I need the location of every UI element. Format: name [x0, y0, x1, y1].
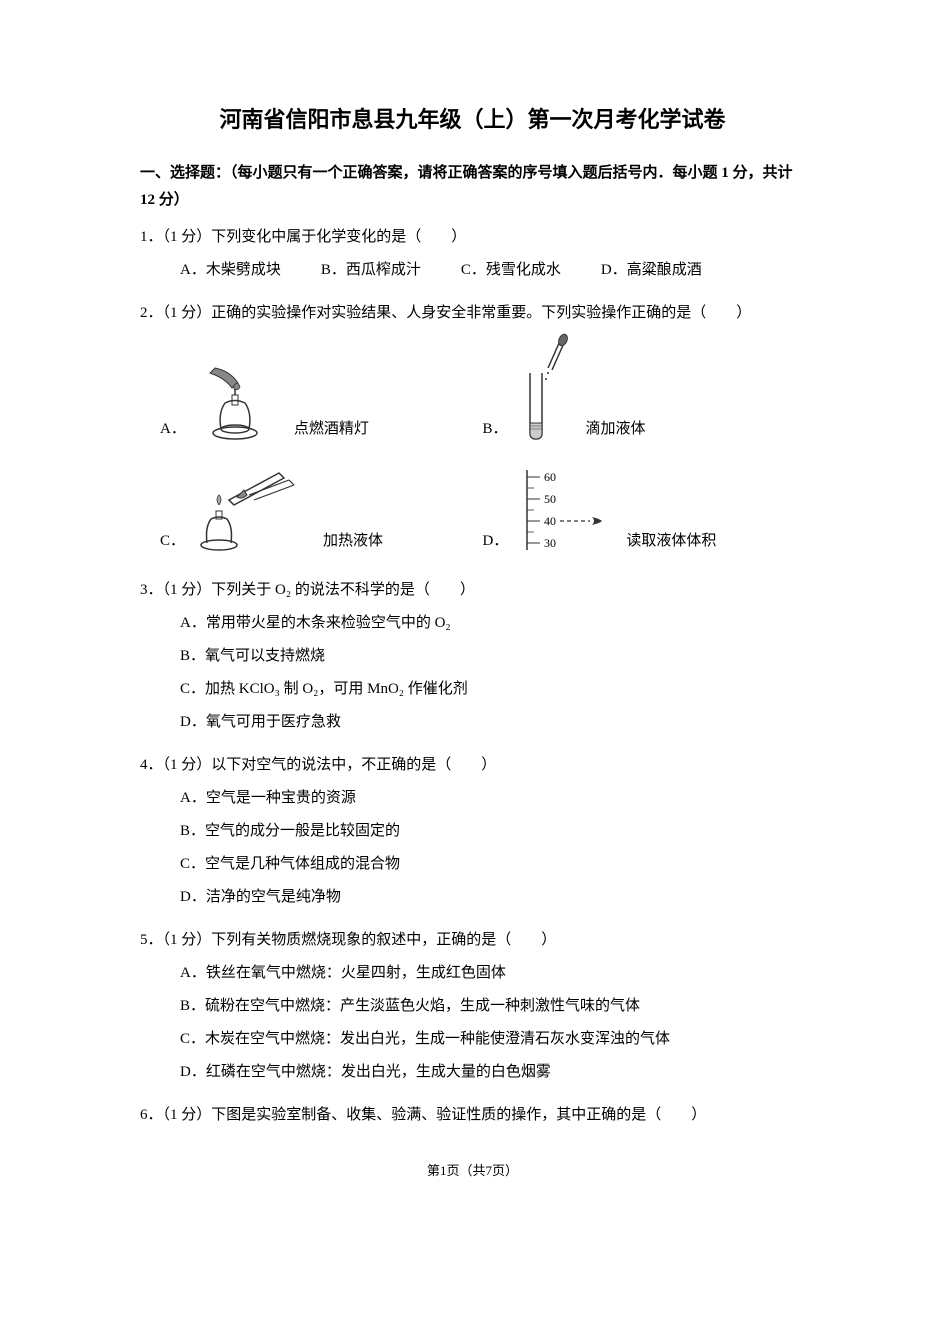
q3-optC: C．加热 KClO₃ 制 O₂，可用 MnO₂ 作催化剂: [180, 676, 805, 703]
q4-options: A．空气是一种宝贵的资源 B．空气的成分一般是比较固定的 C．空气是几种气体组成…: [140, 785, 805, 917]
question-6: 6．（1 分）下图是实验室制备、收集、验满、验证性质的操作，其中正确的是（ ）: [140, 1102, 805, 1129]
dropper-tube-icon: [512, 333, 572, 443]
q1-optB: B．西瓜榨成汁: [321, 257, 421, 284]
q1-optD: D．高粱酿成酒: [601, 257, 702, 284]
q2-optA: A． 点燃酒精灯: [160, 333, 483, 443]
q2-optC: C． 加热液体: [160, 455, 483, 555]
q3-optD: D．氧气可用于医疗急救: [180, 709, 805, 736]
question-4: 4．（1 分）以下对空气的说法中，不正确的是（ ） A．空气是一种宝贵的资源 B…: [140, 752, 805, 917]
q1-optC: C．残雪化成水: [461, 257, 561, 284]
page-footer: 第1页（共7页）: [140, 1159, 805, 1182]
section-1-header: 一、选择题：（每小题只有一个正确答案，请将正确答案的序号填入题后括号内．每小题 …: [140, 160, 805, 214]
q1-stem: 1．（1 分）下列变化中属于化学变化的是（ ）: [140, 224, 805, 251]
q5-optC: C．木炭在空气中燃烧：发出白光，生成一种能使澄清石灰水变浑浊的气体: [180, 1026, 805, 1053]
q2-optD-caption: 读取液体体积: [626, 528, 716, 555]
q2-optD-letter: D．: [483, 528, 509, 555]
q5-optB: B．硫粉在空气中燃烧：产生淡蓝色火焰，生成一种刺激性气味的气体: [180, 993, 805, 1020]
cyl-60: 60: [544, 470, 556, 484]
q3-options: A．常用带火星的木条来检验空气中的 O₂ B．氧气可以支持燃烧 C．加热 KCl…: [140, 610, 805, 742]
cyl-40: 40: [544, 514, 556, 528]
q2-optB: B． 滴加液体: [483, 333, 806, 443]
q2-optB-caption: 滴加液体: [586, 416, 646, 443]
q2-options: A． 点燃酒精灯 B．: [140, 333, 805, 567]
q3-optA: A．常用带火星的木条来检验空气中的 O₂: [180, 610, 805, 637]
question-2: 2．（1 分）正确的实验操作对实验结果、人身安全非常重要。下列实验操作正确的是（…: [140, 300, 805, 567]
q4-stem: 4．（1 分）以下对空气的说法中，不正确的是（ ）: [140, 752, 805, 779]
q2-optA-letter: A．: [160, 416, 186, 443]
question-5: 5．（1 分）下列有关物质燃烧现象的叙述中，正确的是（ ） A．铁丝在氧气中燃烧…: [140, 927, 805, 1092]
q5-options: A．铁丝在氧气中燃烧：火星四射，生成红色固体 B．硫粉在空气中燃烧：产生淡蓝色火…: [140, 960, 805, 1092]
q2-optD: D． 60 50 40 30: [483, 455, 806, 555]
q5-optA: A．铁丝在氧气中燃烧：火星四射，生成红色固体: [180, 960, 805, 987]
graduated-cylinder-icon: 60 50 40 30: [512, 465, 612, 555]
q4-optC: C．空气是几种气体组成的混合物: [180, 851, 805, 878]
alcohol-lamp-lighting-icon: [190, 353, 280, 443]
exam-title: 河南省信阳市息县九年级（上）第一次月考化学试卷: [140, 100, 805, 140]
q2-optA-caption: 点燃酒精灯: [294, 416, 369, 443]
q2-optC-caption: 加热液体: [323, 528, 383, 555]
cyl-30: 30: [544, 536, 556, 550]
q1-options: A．木柴劈成块 B．西瓜榨成汁 C．残雪化成水 D．高粱酿成酒: [140, 257, 805, 290]
q3-stem: 3．（1 分）下列关于 O₂ 的说法不科学的是（ ）: [140, 577, 805, 604]
q6-stem: 6．（1 分）下图是实验室制备、收集、验满、验证性质的操作，其中正确的是（ ）: [140, 1102, 805, 1129]
q4-optA: A．空气是一种宝贵的资源: [180, 785, 805, 812]
cyl-50: 50: [544, 492, 556, 506]
question-1: 1．（1 分）下列变化中属于化学变化的是（ ） A．木柴劈成块 B．西瓜榨成汁 …: [140, 224, 805, 290]
question-3: 3．（1 分）下列关于 O₂ 的说法不科学的是（ ） A．常用带火星的木条来检验…: [140, 577, 805, 742]
q5-optD: D．红磷在空气中燃烧：发出白光，生成大量的白色烟雾: [180, 1059, 805, 1086]
q2-stem: 2．（1 分）正确的实验操作对实验结果、人身安全非常重要。下列实验操作正确的是（…: [140, 300, 805, 327]
q2-optB-letter: B．: [483, 416, 508, 443]
q1-optA: A．木柴劈成块: [180, 257, 281, 284]
q4-optB: B．空气的成分一般是比较固定的: [180, 818, 805, 845]
q4-optD: D．洁净的空气是纯净物: [180, 884, 805, 911]
q5-stem: 5．（1 分）下列有关物质燃烧现象的叙述中，正确的是（ ）: [140, 927, 805, 954]
q3-optB: B．氧气可以支持燃烧: [180, 643, 805, 670]
heating-liquid-icon: [189, 455, 309, 555]
q2-optC-letter: C．: [160, 528, 185, 555]
